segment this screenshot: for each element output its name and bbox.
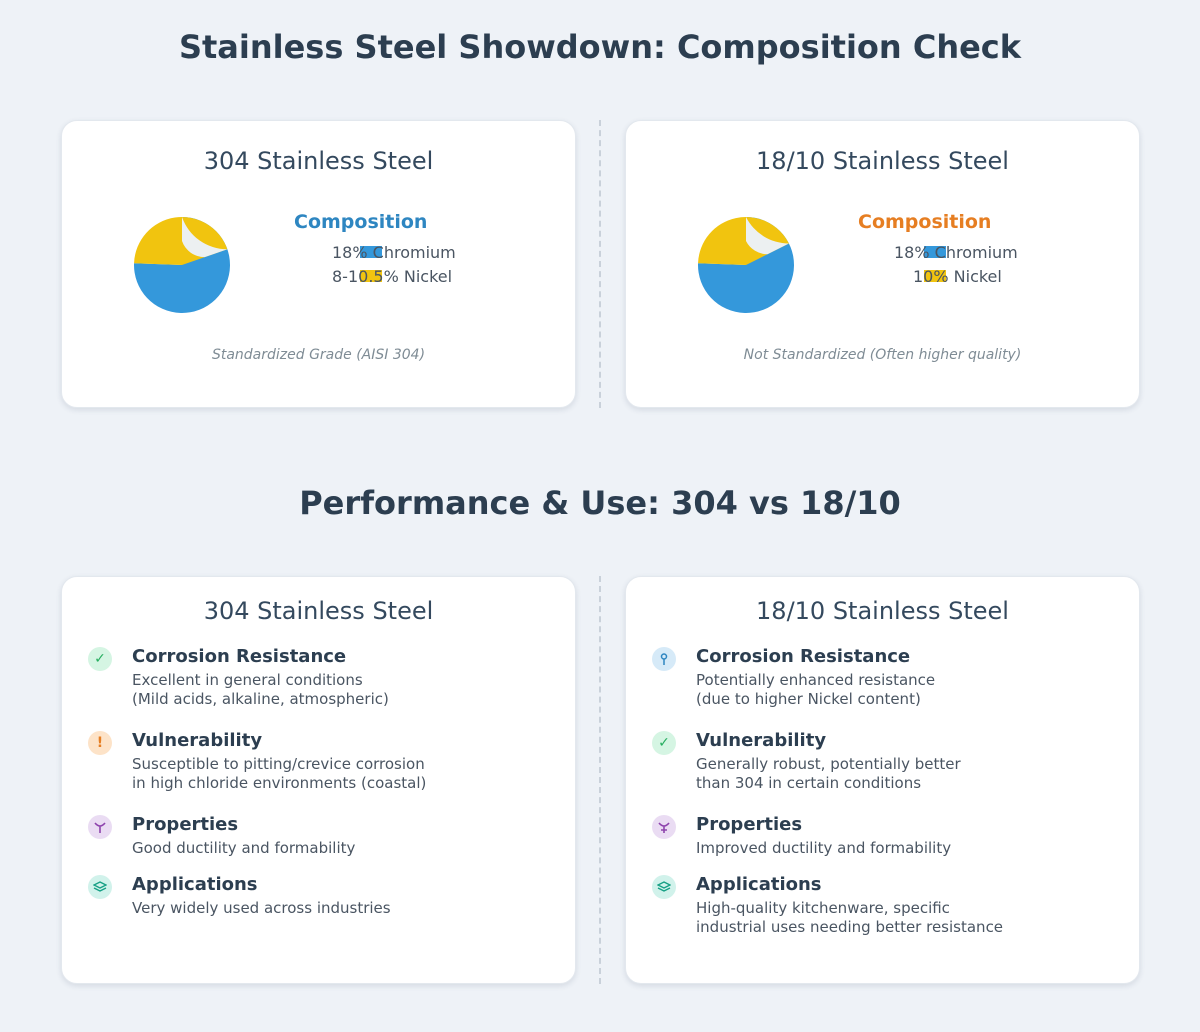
feature-vulnerability: ! Vulnerability Susceptible to pitting/c… bbox=[88, 729, 555, 793]
section-title: Performance & Use: 304 vs 18/10 bbox=[299, 484, 901, 522]
composition-card-1810: 18/10 Stainless Steel Composition 18% Ch… bbox=[625, 120, 1140, 408]
other-slice bbox=[746, 217, 789, 255]
standard-note: Standardized Grade (AISI 304) bbox=[211, 347, 426, 363]
feature-applications: Applications High-quality kitchenware, s… bbox=[652, 873, 1119, 937]
composition-pie-chart bbox=[698, 217, 794, 313]
bend-icon bbox=[652, 815, 676, 839]
page-title: Stainless Steel Showdown: Composition Ch… bbox=[178, 28, 1022, 66]
feature-heading: Properties bbox=[132, 814, 239, 835]
chromium-label: 18% Chromium bbox=[894, 243, 1018, 262]
bend-icon bbox=[88, 815, 112, 839]
feature-description: Potentially enhanced resistance (due to … bbox=[696, 671, 1119, 709]
check-icon: ✓ bbox=[652, 731, 676, 755]
feature-description: Improved ductility and formability bbox=[696, 839, 1119, 858]
composition-heading: Composition bbox=[858, 211, 992, 233]
chromium-swatch bbox=[360, 246, 382, 258]
chromium-swatch bbox=[924, 246, 946, 258]
standard-note: Not Standardized (Often higher quality) bbox=[743, 347, 1022, 363]
feature-line: (due to higher Nickel content) bbox=[696, 690, 921, 708]
shield-icon bbox=[652, 647, 676, 671]
card-title: 304 Stainless Steel bbox=[203, 597, 434, 625]
check-icon: ✓ bbox=[88, 647, 112, 671]
feature-line: Good ductility and formability bbox=[132, 839, 356, 857]
feature-line: Improved ductility and formability bbox=[696, 839, 952, 857]
feature-description: Generally robust, potentially better tha… bbox=[696, 755, 1119, 793]
pie-slices bbox=[698, 217, 794, 313]
feature-corrosion: Corrosion Resistance Potentially enhance… bbox=[652, 645, 1119, 709]
feature-applications: Applications Very widely used across ind… bbox=[88, 873, 555, 918]
nickel-label: 8-10.5% Nickel bbox=[332, 267, 453, 286]
feature-line: Susceptible to pitting/crevice corrosion bbox=[132, 755, 425, 773]
feature-description: Good ductility and formability bbox=[132, 839, 555, 858]
feature-corrosion: ✓ Corrosion Resistance Excellent in gene… bbox=[88, 645, 555, 709]
card-title: 18/10 Stainless Steel bbox=[756, 597, 1009, 625]
feature-line: in high chloride environments (coastal) bbox=[132, 774, 427, 792]
chromium-label: 18% Chromium bbox=[332, 243, 456, 262]
feature-line: High-quality kitchenware, specific bbox=[696, 899, 950, 917]
feature-line: (Mild acids, alkaline, atmospheric) bbox=[132, 690, 389, 708]
nickel-swatch bbox=[924, 270, 946, 282]
feature-line: Potentially enhanced resistance bbox=[696, 671, 936, 689]
feature-properties: Properties Improved ductility and formab… bbox=[652, 813, 1119, 858]
other-slice bbox=[182, 217, 228, 258]
feature-heading: Applications bbox=[132, 874, 258, 895]
card-title: 304 Stainless Steel bbox=[203, 147, 434, 175]
composition-heading: Composition bbox=[294, 211, 428, 233]
divider bbox=[599, 120, 601, 408]
exclamation-icon: ! bbox=[88, 731, 112, 755]
feature-line: Excellent in general conditions bbox=[132, 671, 363, 689]
divider bbox=[599, 576, 601, 984]
feature-line: industrial uses needing better resistanc… bbox=[696, 918, 1004, 936]
card-title: 18/10 Stainless Steel bbox=[756, 147, 1009, 175]
feature-line: Very widely used across industries bbox=[132, 899, 391, 917]
feature-description: Very widely used across industries bbox=[132, 899, 555, 918]
nickel-swatch bbox=[360, 270, 382, 282]
feature-heading: Properties bbox=[696, 814, 803, 835]
feature-heading: Vulnerability bbox=[132, 730, 263, 751]
layers-icon bbox=[88, 875, 112, 899]
feature-description: High-quality kitchenware, specific indus… bbox=[696, 899, 1119, 937]
feature-line: Generally robust, potentially better bbox=[696, 755, 961, 773]
feature-heading: Applications bbox=[696, 874, 822, 895]
feature-heading: Corrosion Resistance bbox=[132, 646, 347, 667]
performance-card-304: 304 Stainless Steel ✓ Corrosion Resistan… bbox=[61, 576, 576, 984]
composition-pie-chart bbox=[134, 217, 230, 313]
feature-line: than 304 in certain conditions bbox=[696, 774, 922, 792]
feature-heading: Corrosion Resistance bbox=[696, 646, 911, 667]
nickel-label: 10% Nickel bbox=[913, 267, 1002, 286]
feature-description: Susceptible to pitting/crevice corrosion… bbox=[132, 755, 555, 793]
composition-card-304: 304 Stainless Steel Composition 18% Chro… bbox=[61, 120, 576, 408]
feature-description: Excellent in general conditions (Mild ac… bbox=[132, 671, 555, 709]
feature-properties: Properties Good ductility and formabilit… bbox=[88, 813, 555, 858]
pie-slices bbox=[134, 217, 230, 313]
layers-icon bbox=[652, 875, 676, 899]
performance-card-1810: 18/10 Stainless Steel Corrosion Resistan… bbox=[625, 576, 1140, 984]
feature-vulnerability: ✓ Vulnerability Generally robust, potent… bbox=[652, 729, 1119, 793]
feature-heading: Vulnerability bbox=[696, 730, 827, 751]
